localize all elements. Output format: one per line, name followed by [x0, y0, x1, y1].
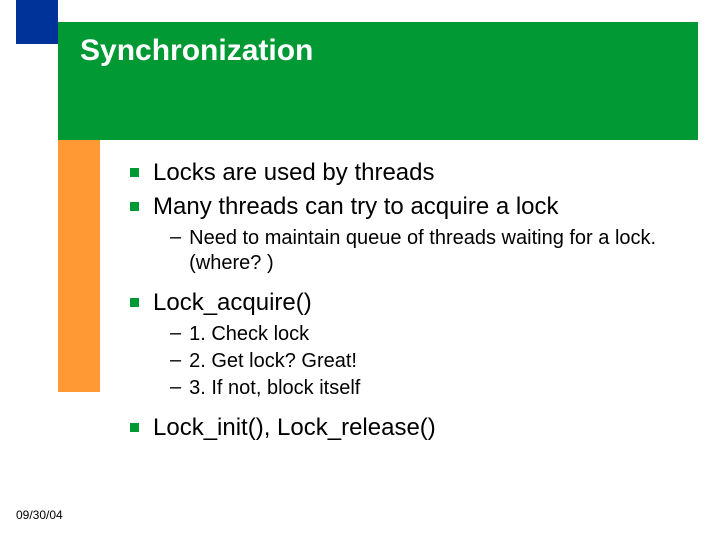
sub-bullet-text: 1. Check lock [189, 322, 309, 347]
title-box: Synchronization [58, 22, 698, 140]
bullet-item: Many threads can try to acquire a lock [130, 192, 690, 222]
bullet-item: Locks are used by threads [130, 158, 690, 188]
bullet-text: Lock_init(), Lock_release() [153, 413, 436, 443]
sub-bullet-text: Need to maintain queue of threads waitin… [189, 226, 690, 276]
dash-icon: – [170, 226, 181, 249]
dash-icon: – [170, 376, 181, 399]
square-bullet-icon [130, 298, 139, 307]
content-area: Locks are used by threads Many threads c… [130, 158, 690, 447]
square-bullet-icon [130, 168, 139, 177]
sub-bullet-text: 3. If not, block itself [189, 376, 360, 401]
dash-icon: – [170, 322, 181, 345]
sub-bullet-item: – 3. If not, block itself [170, 376, 690, 401]
bullet-text: Locks are used by threads [153, 158, 435, 188]
bullet-text: Lock_acquire() [153, 288, 312, 318]
bullet-item: Lock_init(), Lock_release() [130, 413, 690, 443]
bullet-text: Many threads can try to acquire a lock [153, 192, 559, 222]
slide-title: Synchronization [80, 34, 676, 68]
sub-bullet-item: – 2. Get lock? Great! [170, 349, 690, 374]
sub-bullet-item: – 1. Check lock [170, 322, 690, 347]
accent-bar-blue [16, 0, 58, 44]
dash-icon: – [170, 349, 181, 372]
bullet-item: Lock_acquire() [130, 288, 690, 318]
accent-bar-orange [58, 140, 100, 392]
footer-date: 09/30/04 [16, 508, 63, 522]
sub-bullet-item: – Need to maintain queue of threads wait… [170, 226, 690, 276]
square-bullet-icon [130, 202, 139, 211]
sub-bullet-text: 2. Get lock? Great! [189, 349, 357, 374]
square-bullet-icon [130, 423, 139, 432]
